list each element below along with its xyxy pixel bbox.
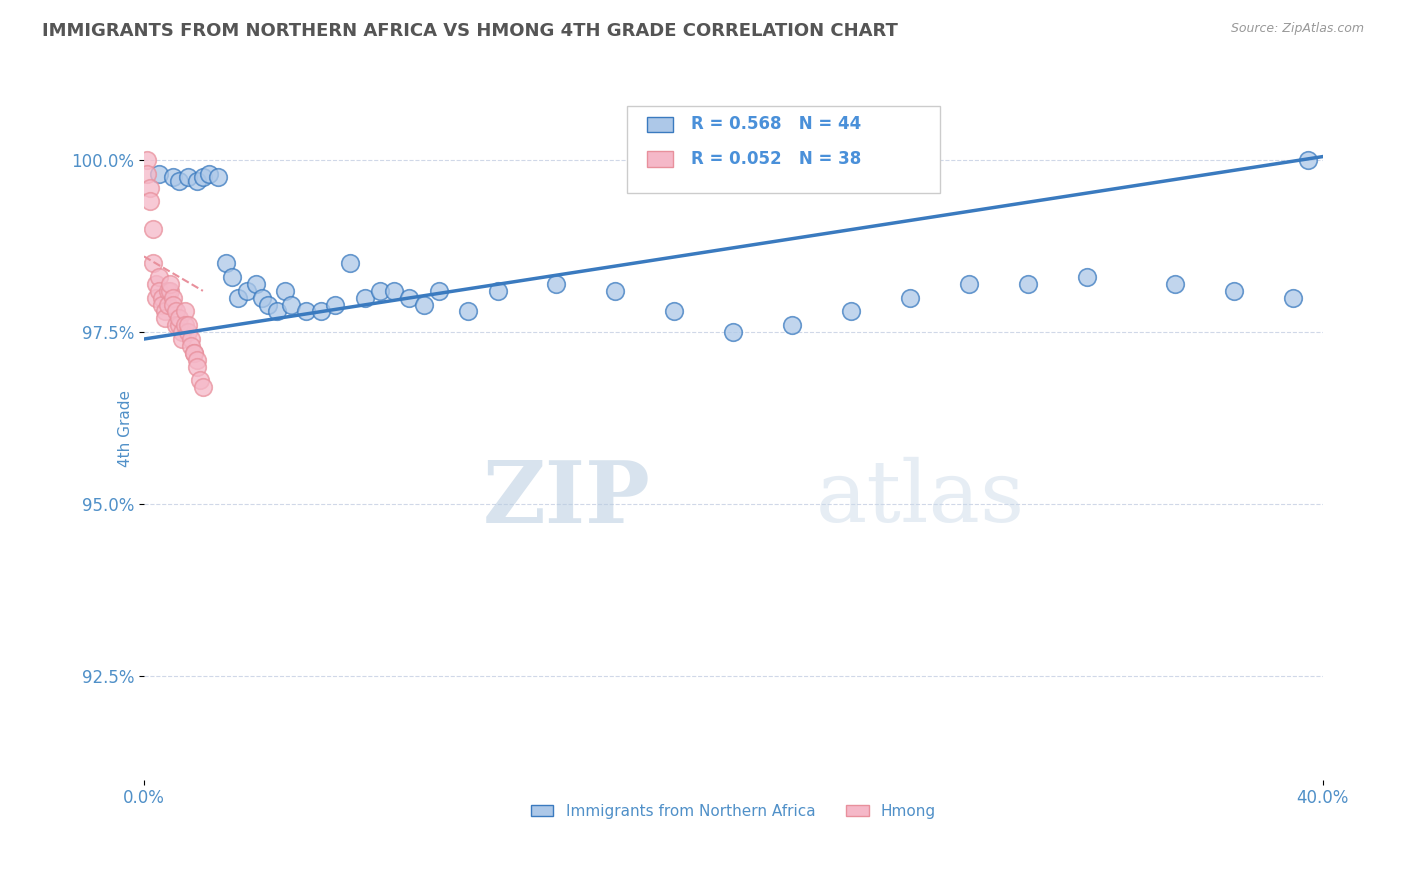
Point [169, 318, 191, 333]
Point [457, 304, 479, 318]
Point [145, 291, 167, 305]
Point [384, 284, 406, 298]
Point [156, 297, 179, 311]
Point [162, 297, 184, 311]
Point [197, 167, 219, 181]
Point [153, 304, 176, 318]
Y-axis label: 4th Grade: 4th Grade [118, 390, 132, 467]
Point [1282, 291, 1305, 305]
Point [898, 291, 921, 305]
Point [207, 170, 229, 185]
Point [165, 304, 187, 318]
Point [169, 311, 191, 326]
Point [191, 380, 214, 394]
Point [486, 284, 509, 298]
Point [186, 359, 208, 374]
Point [957, 277, 980, 291]
Point [1164, 277, 1187, 291]
Point [135, 167, 157, 181]
Point [1076, 270, 1098, 285]
Point [142, 222, 165, 236]
Point [354, 291, 377, 305]
Point [180, 339, 202, 353]
Point [546, 277, 568, 291]
Point [139, 180, 162, 194]
Point [177, 170, 200, 185]
Point [191, 170, 214, 185]
Point [274, 284, 297, 298]
Point [236, 284, 259, 298]
Point [309, 304, 332, 318]
Legend: Immigrants from Northern Africa, Hmong: Immigrants from Northern Africa, Hmong [524, 797, 942, 824]
Point [427, 284, 450, 298]
Point [150, 297, 173, 311]
Bar [647, 117, 673, 132]
Point [165, 318, 187, 333]
Point [215, 256, 238, 270]
Point [172, 325, 194, 339]
Point [162, 170, 184, 185]
Point [148, 270, 170, 285]
Point [186, 352, 208, 367]
Point [398, 291, 420, 305]
Point [250, 291, 273, 305]
Point [139, 194, 162, 209]
Text: IMMIGRANTS FROM NORTHERN AFRICA VS HMONG 4TH GRADE CORRELATION CHART: IMMIGRANTS FROM NORTHERN AFRICA VS HMONG… [42, 22, 898, 40]
Point [245, 277, 267, 291]
Point [256, 297, 278, 311]
Text: R = 0.568   N = 44: R = 0.568 N = 44 [690, 115, 860, 134]
Text: Source: ZipAtlas.com: Source: ZipAtlas.com [1230, 22, 1364, 36]
Text: R = 0.052   N = 38: R = 0.052 N = 38 [690, 150, 860, 168]
Point [226, 291, 249, 305]
Point [169, 174, 191, 188]
Point [159, 277, 181, 291]
Point [172, 332, 194, 346]
Point [780, 318, 803, 333]
Point [183, 346, 205, 360]
Point [183, 346, 205, 360]
Point [180, 332, 202, 346]
Point [605, 284, 627, 298]
Point [221, 270, 243, 285]
Text: ZIP: ZIP [484, 457, 651, 541]
Point [664, 304, 686, 318]
Point [177, 325, 200, 339]
Point [723, 325, 745, 339]
Point [1017, 277, 1039, 291]
Point [280, 297, 302, 311]
Point [135, 153, 157, 167]
Point [150, 291, 173, 305]
Point [162, 291, 184, 305]
Point [188, 373, 211, 387]
Point [159, 284, 181, 298]
Point [295, 304, 318, 318]
Point [839, 304, 862, 318]
Point [156, 284, 179, 298]
Point [1296, 153, 1319, 167]
Point [339, 256, 361, 270]
Point [142, 256, 165, 270]
Bar [647, 151, 673, 167]
FancyBboxPatch shape [627, 105, 939, 194]
Point [1223, 284, 1246, 298]
Point [174, 304, 197, 318]
Point [368, 284, 391, 298]
Point [153, 311, 176, 326]
Point [177, 318, 200, 333]
Point [325, 297, 347, 311]
Point [148, 284, 170, 298]
Point [174, 318, 197, 333]
Point [145, 277, 167, 291]
Text: atlas: atlas [815, 458, 1025, 541]
Point [148, 167, 170, 181]
Point [186, 174, 208, 188]
Point [412, 297, 434, 311]
Point [266, 304, 288, 318]
